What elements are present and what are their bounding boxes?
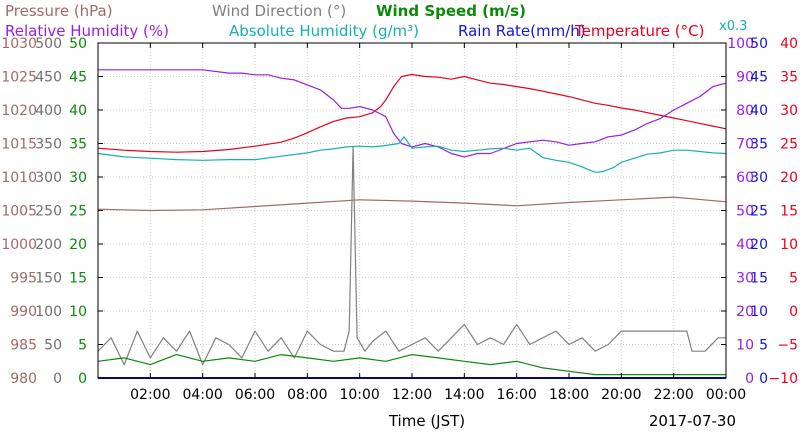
y-tick-label-right: 50 xyxy=(736,204,754,220)
series-line xyxy=(97,196,727,212)
y-tick-label-right: 30 xyxy=(736,271,754,287)
series-line xyxy=(98,69,727,158)
series-line xyxy=(97,73,727,153)
y-tick-label-left: 980 xyxy=(10,371,37,387)
legend-item: Relative Humidity (%) xyxy=(5,22,169,40)
y-tick-label-left: 40 xyxy=(69,103,87,119)
y-tick-label-right: 70 xyxy=(736,137,754,153)
y-tick-label-right: 5 xyxy=(759,338,768,354)
y-tick-label-left: 50 xyxy=(69,36,87,52)
y-tick-label-right: 20 xyxy=(750,237,768,253)
x-tick-label: 06:00 xyxy=(235,387,275,403)
y-tick-label-left: 300 xyxy=(35,170,62,186)
y-tick-label-right: 10 xyxy=(736,338,754,354)
y-tick-label-right: 0 xyxy=(759,371,768,387)
y-tick-label-right: 35 xyxy=(750,137,768,153)
y-tick-label-left: 1015 xyxy=(1,137,37,153)
chart-legend: Pressure (hPa) Wind Direction (°) Wind Spe… xyxy=(5,2,747,40)
y-tick-label-left: 1020 xyxy=(1,103,37,119)
x-axis-label: Time (JST) xyxy=(388,412,465,430)
y-tick-label-right: 30 xyxy=(750,170,768,186)
y-tick-label-right: 30 xyxy=(780,103,798,119)
y-tick-label-right: 20 xyxy=(736,304,754,320)
absolute-humidity-scale-note: x0.3 xyxy=(719,19,747,34)
chart-grid xyxy=(98,43,726,378)
x-tick-label: 14:00 xyxy=(444,387,484,403)
y-tick-label-left: 1010 xyxy=(1,170,37,186)
y-tick-label-left: 1025 xyxy=(1,70,37,86)
y-tick-label-left: 25 xyxy=(69,204,87,220)
x-tick-label: 20:00 xyxy=(601,387,641,403)
x-tick-label: 18:00 xyxy=(549,387,589,403)
y-tick-label-left: 350 xyxy=(35,137,62,153)
y-tick-label-right: 25 xyxy=(750,204,768,220)
y-tick-label-right: 5 xyxy=(789,271,798,287)
x-tick-label: 02:00 xyxy=(130,387,170,403)
chart-date: 2017-07-30 xyxy=(649,412,736,430)
y-tick-label-right: 45 xyxy=(750,70,768,86)
y-tick-label-right: 40 xyxy=(736,237,754,253)
y-tick-label-left: 0 xyxy=(53,371,62,387)
y-tick-label-right: 15 xyxy=(780,204,798,220)
y-tick-label-left: 985 xyxy=(10,338,37,354)
y-tick-label-left: 50 xyxy=(44,338,62,354)
x-tick-label: 22:00 xyxy=(653,387,693,403)
y-tick-label-right: 40 xyxy=(780,36,798,52)
legend-item: Pressure (hPa) xyxy=(5,2,113,20)
y-tick-label-left: 995 xyxy=(10,271,37,287)
x-tick-label: 08:00 xyxy=(287,387,327,403)
x-tick-label: 12:00 xyxy=(392,387,432,403)
y-tick-label-right: 60 xyxy=(736,170,754,186)
x-tick-label: 16:00 xyxy=(496,387,536,403)
y-tick-label-left: 0 xyxy=(78,371,87,387)
y-tick-label-left: 250 xyxy=(35,204,62,220)
y-tick-label-left: 100 xyxy=(35,304,62,320)
y-tick-label-left: 30 xyxy=(69,170,87,186)
y-tick-label-left: 500 xyxy=(35,36,62,52)
y-tick-label-right: 80 xyxy=(736,103,754,119)
legend-item: Wind Direction (°) xyxy=(212,2,346,20)
y-tick-label-left: 450 xyxy=(35,70,62,86)
y-tick-label-left: 200 xyxy=(35,237,62,253)
y-tick-label-left: 10 xyxy=(69,304,87,320)
y-tick-label-left: 5 xyxy=(78,338,87,354)
x-tick-label: 10:00 xyxy=(339,387,379,403)
y-tick-label-left: 1030 xyxy=(1,36,37,52)
x-axis: 02:00 04:00 06:00 08:00 10:00 12:00 14:00 16:00… xyxy=(130,43,746,430)
y-tick-label-left: 1000 xyxy=(1,237,37,253)
legend-item: Temperature (°C) xyxy=(574,22,704,40)
y-tick-label-left: 45 xyxy=(69,70,87,86)
x-tick-label: 00:00 xyxy=(706,387,746,403)
y-tick-label-right: 40 xyxy=(750,103,768,119)
y-tick-label-right: 20 xyxy=(780,170,798,186)
right-axes: 1009080706050403020100504540353025201510… xyxy=(727,36,798,387)
y-tick-label-right: 10 xyxy=(750,304,768,320)
y-tick-label-right: 50 xyxy=(750,36,768,52)
y-tick-label-right: 15 xyxy=(750,271,768,287)
left-axes: 1030102510201015101010051000995990985980… xyxy=(1,36,726,387)
y-tick-label-right: 100 xyxy=(727,36,754,52)
y-tick-label-right: −5 xyxy=(777,338,798,354)
y-tick-label-right: 0 xyxy=(789,304,798,320)
y-tick-label-left: 150 xyxy=(35,271,62,287)
y-tick-label-right: −10 xyxy=(768,371,798,387)
y-tick-label-left: 20 xyxy=(69,237,87,253)
legend-item: Wind Speed (m/s) xyxy=(376,2,526,20)
series-line xyxy=(97,146,726,366)
series-line xyxy=(97,136,727,173)
x-tick-label: 04:00 xyxy=(182,387,222,403)
y-tick-label-right: 90 xyxy=(736,70,754,86)
y-tick-label-right: 35 xyxy=(780,70,798,86)
y-tick-label-right: 0 xyxy=(745,371,754,387)
y-tick-label-left: 400 xyxy=(35,103,62,119)
legend-item: Absolute Humidity (g/m³) xyxy=(229,22,419,40)
legend-item: Rain Rate(mm/h) xyxy=(458,22,586,40)
y-tick-label-left: 1005 xyxy=(1,204,37,220)
y-tick-label-left: 35 xyxy=(69,137,87,153)
y-tick-label-left: 15 xyxy=(69,271,87,287)
y-tick-label-right: 10 xyxy=(780,237,798,253)
y-tick-label-left: 990 xyxy=(10,304,37,320)
y-tick-label-right: 25 xyxy=(780,137,798,153)
